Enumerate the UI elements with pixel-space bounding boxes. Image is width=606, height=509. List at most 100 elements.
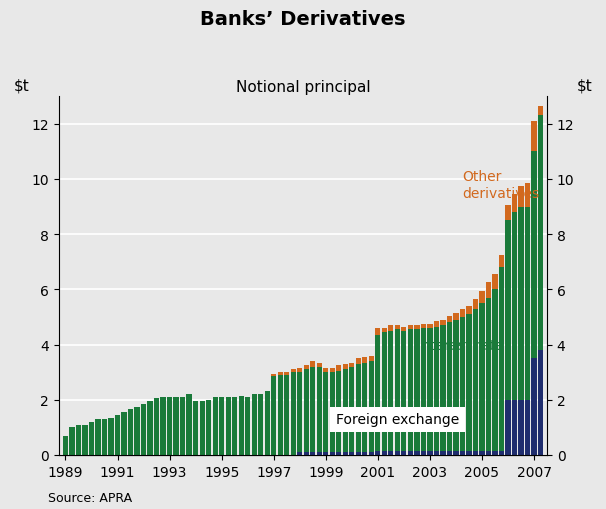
Bar [336,365,341,371]
Bar [310,453,315,455]
Bar [421,451,426,455]
Bar [531,152,537,359]
Bar [135,407,139,455]
Bar [395,330,400,451]
Bar [479,303,485,451]
Bar [505,221,511,400]
Bar [499,268,504,451]
Bar [434,322,439,327]
Bar [297,369,302,373]
Bar [538,350,543,455]
Bar [375,328,381,335]
Bar [453,320,459,451]
Bar [349,367,355,453]
Bar [505,400,511,455]
Bar [388,331,393,451]
Bar [356,453,361,455]
Bar [401,331,407,451]
Bar [343,370,348,453]
Bar [408,330,413,451]
Bar [375,451,381,455]
Bar [525,184,530,207]
Bar [219,397,224,455]
Bar [499,256,504,268]
Bar [421,324,426,328]
Bar [493,290,498,451]
Bar [278,375,283,455]
Bar [512,400,517,455]
Bar [173,397,179,455]
Title: Notional principal: Notional principal [236,79,370,94]
Bar [362,357,367,363]
Bar [519,400,524,455]
Bar [330,369,335,373]
Bar [368,361,374,453]
Bar [479,451,485,455]
Bar [193,402,198,455]
Bar [382,332,387,451]
Bar [447,451,452,455]
Bar [441,451,445,455]
Text: Banks’ Derivatives: Banks’ Derivatives [200,10,406,29]
Bar [336,371,341,453]
Bar [356,364,361,453]
Bar [115,415,120,455]
Bar [89,422,94,455]
Bar [336,453,341,455]
Bar [95,419,101,455]
Bar [519,186,524,207]
Bar [330,373,335,453]
Bar [258,394,263,455]
Bar [486,298,491,451]
Bar [441,320,445,326]
Bar [473,309,478,451]
Bar [375,335,381,451]
Bar [486,283,491,298]
Y-axis label: $t: $t [576,78,592,93]
Bar [245,397,250,455]
Bar [467,306,471,315]
Bar [408,326,413,330]
Bar [206,400,211,455]
Bar [434,327,439,451]
Bar [427,328,433,451]
Bar [349,453,355,455]
Bar [147,402,153,455]
Bar [251,394,257,455]
Bar [297,373,302,453]
Bar [493,275,498,290]
Bar [401,327,407,331]
Bar [362,363,367,453]
Bar [310,367,315,453]
Bar [447,316,452,323]
Bar [460,451,465,455]
Bar [505,206,511,221]
Bar [479,291,485,303]
Bar [460,309,465,317]
Bar [362,453,367,455]
Bar [388,326,393,331]
Bar [486,451,491,455]
Bar [297,453,302,455]
Bar [232,397,238,455]
Bar [499,451,504,455]
Bar [167,397,172,455]
Bar [161,397,165,455]
Bar [434,451,439,455]
Text: Interest rate: Interest rate [417,338,503,352]
Bar [441,326,445,451]
Bar [343,364,348,370]
Bar [323,369,328,373]
Bar [63,436,68,455]
Bar [473,299,478,309]
Bar [415,330,419,451]
Bar [538,106,543,116]
Bar [349,363,355,367]
Bar [467,451,471,455]
Bar [519,207,524,400]
Bar [467,315,471,451]
Bar [291,373,296,455]
Bar [225,397,231,455]
Bar [284,375,289,455]
Bar [154,399,159,455]
